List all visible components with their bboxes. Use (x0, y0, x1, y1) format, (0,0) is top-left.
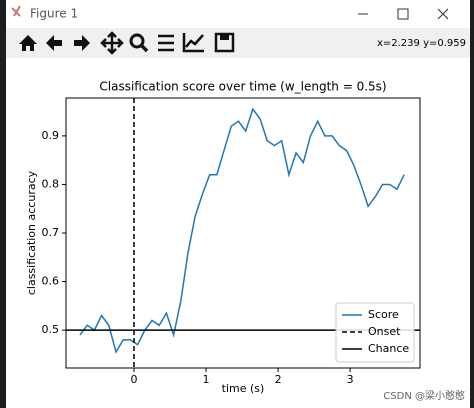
window-title: Figure 1 (30, 7, 78, 21)
cursor-coordinates: x=2.239 y=0.959 (377, 38, 466, 49)
y-tick-label: 0.8 (42, 177, 60, 190)
legend-label: Score (368, 308, 399, 321)
x-tick-label: 0 (131, 373, 138, 386)
app-icon (11, 5, 21, 17)
figure: Classification score over time (w_length… (25, 80, 421, 395)
zoom-button[interactable] (129, 33, 149, 53)
title-bar (6, 0, 470, 28)
y-tick-label: 0.5 (42, 323, 60, 336)
axes-frame (65, 97, 421, 369)
y-tick-label: 0.7 (42, 226, 60, 239)
home-button[interactable] (19, 35, 37, 51)
pan-button[interactable] (100, 31, 124, 55)
y-axis-label: classification accuracy (25, 170, 38, 295)
customize-button[interactable] (182, 33, 204, 53)
x-tick-label: 2 (275, 373, 282, 386)
x-axis-label: time (s) (222, 382, 265, 395)
x-tick-label: 3 (347, 373, 354, 386)
y-tick-label: 0.6 (42, 275, 60, 288)
watermark: CSDN @梁小憨憨 (383, 389, 465, 402)
legend-label: Chance (368, 342, 409, 355)
back-button[interactable] (46, 35, 62, 51)
maximize-button[interactable] (397, 8, 409, 20)
subplots-button[interactable] (158, 34, 174, 52)
legend-label: Onset (368, 325, 401, 338)
close-button[interactable] (437, 8, 449, 20)
chart-title: Classification score over time (w_length… (99, 80, 386, 94)
legend-box (335, 302, 415, 363)
y-tick-label: 0.9 (42, 129, 60, 142)
forward-button[interactable] (74, 35, 90, 51)
save-button[interactable] (214, 32, 235, 53)
x-tick-label: 1 (203, 373, 210, 386)
